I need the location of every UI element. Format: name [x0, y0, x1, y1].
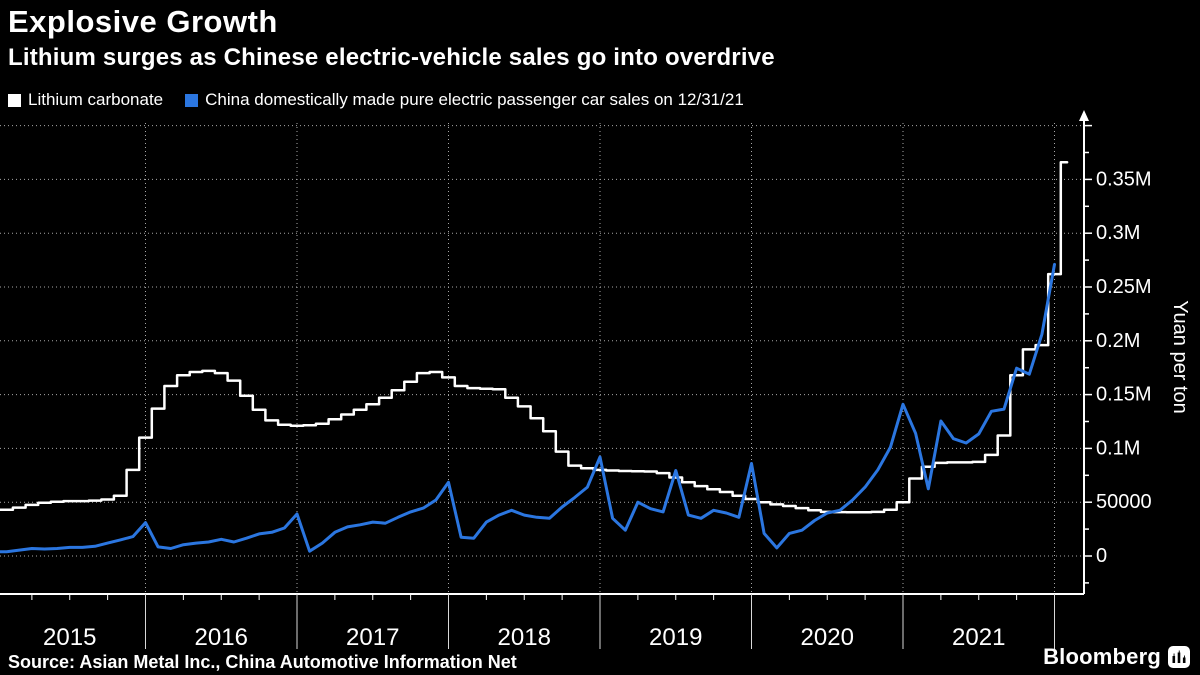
- y-tick-label: 0.3M: [1096, 222, 1140, 244]
- x-year-label: 2021: [952, 624, 1005, 651]
- x-year-label: 2017: [346, 624, 399, 651]
- y-tick-label: 0.35M: [1096, 168, 1152, 190]
- x-year-label: 2015: [43, 624, 96, 651]
- x-year-label: 2018: [498, 624, 551, 651]
- legend: Lithium carbonate China domestically mad…: [8, 90, 744, 110]
- legend-item-lithium: Lithium carbonate: [8, 90, 163, 110]
- page-title: Explosive Growth: [8, 4, 278, 39]
- y-tick-label: 0.25M: [1096, 276, 1152, 298]
- source-text: Source: Asian Metal Inc., China Automoti…: [8, 652, 517, 672]
- x-year-label: 2020: [801, 624, 854, 651]
- bloomberg-wordmark: Bloomberg: [1043, 644, 1161, 669]
- bloomberg-chart-icon: [1168, 646, 1190, 668]
- y-tick-label: 0.1M: [1096, 437, 1140, 459]
- ev-sales-line: [0, 262, 1056, 554]
- x-year-label: 2016: [195, 624, 248, 651]
- y-axis-arrow-icon: [1079, 110, 1089, 121]
- legend-label-lithium: Lithium carbonate: [28, 90, 164, 109]
- y-axis-title: Yuan per ton: [1169, 300, 1191, 413]
- page-subtitle: Lithium surges as Chinese electric-vehic…: [8, 44, 775, 71]
- legend-label-ev-sales: China domestically made pure electric pa…: [205, 90, 744, 109]
- lithium-swatch-icon: [8, 93, 21, 107]
- y-tick-label: 0.15M: [1096, 384, 1152, 406]
- y-tick-label: 50000: [1096, 491, 1152, 513]
- y-tick-label: 0: [1096, 545, 1107, 567]
- lithium-carbonate-line: [0, 160, 1069, 514]
- ev-sales-swatch-icon: [185, 93, 199, 107]
- legend-item-ev-sales: China domestically made pure electric pa…: [185, 90, 744, 110]
- y-tick-label: 0.2M: [1096, 330, 1140, 352]
- bloomberg-logo: Bloomberg: [1043, 644, 1190, 670]
- x-year-label: 2019: [649, 624, 702, 651]
